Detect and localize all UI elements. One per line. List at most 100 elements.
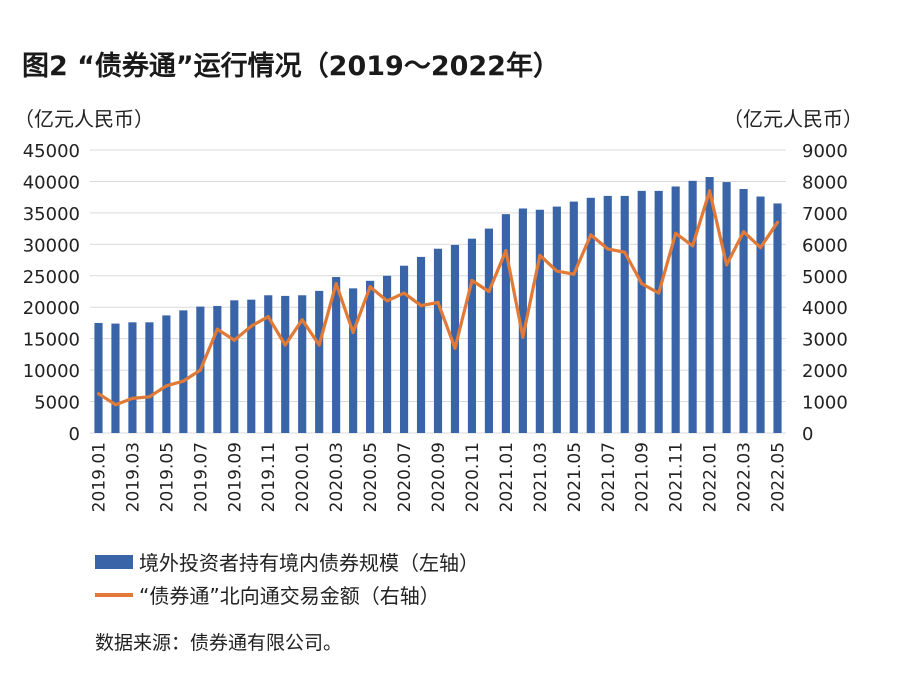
bar-2021.07 [603, 195, 612, 433]
x-tick-label: 2021.09 [633, 442, 653, 512]
x-tick-label: 2022.03 [735, 442, 755, 512]
legend-item-bar: 境外投资者持有境内债券规模（左轴） [95, 547, 479, 576]
line-point-2022.02 [724, 263, 729, 267]
line-point-2019.01 [96, 392, 101, 396]
right-tick-label: 1000 [802, 393, 848, 414]
bar-2019.09 [230, 300, 239, 433]
right-tick-label: 8000 [802, 172, 848, 193]
bar-2021.02 [518, 208, 527, 433]
line-point-2020.08 [419, 304, 423, 308]
line-point-2020.01 [300, 318, 304, 322]
line-point-2019.09 [232, 338, 236, 342]
left-tick-label: 15000 [23, 330, 80, 351]
line-point-2019.07 [198, 368, 202, 372]
bar-2019.10 [247, 299, 256, 433]
line-point-2021.07 [606, 247, 610, 251]
line-point-2021.11 [674, 231, 678, 235]
line-point-2021.06 [589, 233, 593, 237]
line-point-2020.06 [385, 299, 389, 303]
line-point-2021.05 [572, 272, 576, 276]
right-tick-label: 0 [802, 424, 813, 445]
x-tick-label: 2019.11 [259, 442, 279, 512]
line-point-2021.01 [504, 249, 508, 253]
line-point-2021.10 [657, 291, 661, 295]
bar-2022.03 [739, 188, 748, 433]
bar-2020.08 [416, 256, 426, 433]
left-tick-label: 35000 [23, 204, 80, 225]
bar-2021.04 [552, 206, 561, 433]
x-tick-label: 2019.01 [89, 442, 109, 512]
line-point-2020.09 [436, 300, 440, 305]
line-point-2021.02 [521, 335, 525, 339]
bar-2019.05 [162, 315, 171, 433]
bar-2022.05 [773, 203, 782, 433]
line-series [96, 189, 780, 407]
bar-2020.01 [298, 295, 307, 433]
x-tick-label: 2021.11 [667, 442, 687, 512]
x-tick-label: 2020.03 [327, 442, 347, 512]
bar-2020.06 [382, 275, 392, 433]
line-point-2021.03 [538, 253, 542, 257]
legend-item-line: “债券通”北向通交易金额（右轴） [95, 580, 440, 609]
bar-2020.03 [332, 277, 341, 433]
right-tick-label: 9000 [802, 141, 848, 162]
x-tick-label: 2020.07 [395, 442, 415, 512]
x-tick-label: 2022.05 [769, 442, 789, 512]
line-point-2022.04 [758, 245, 763, 250]
x-tick-label: 2020.01 [293, 442, 313, 512]
legend-bar-label: 境外投资者持有境内债券规模（左轴） [139, 551, 479, 575]
x-tick-label: 2022.01 [701, 442, 721, 512]
line-point-2022.05 [775, 220, 780, 224]
line-point-2022.01 [708, 189, 712, 193]
left-tick-label: 40000 [23, 172, 80, 193]
source-note: 数据来源：债券通有限公司。 [95, 632, 343, 654]
left-tick-label: 5000 [34, 393, 80, 414]
bar-2019.03 [128, 322, 137, 433]
left-tick-label: 0 [69, 424, 80, 445]
line-point-2019.11 [266, 315, 270, 319]
right-tick-label: 2000 [802, 361, 848, 382]
line-point-2019.06 [181, 379, 185, 383]
bar-2022.02 [722, 182, 731, 433]
right-tick-label: 7000 [802, 204, 848, 225]
bar-2020.10 [450, 244, 460, 433]
bar-2021.01 [501, 214, 510, 433]
bar-2019.08 [213, 305, 222, 433]
bar-2021.10 [654, 190, 663, 433]
line-point-2020.05 [368, 285, 372, 289]
x-tick-label: 2020.11 [463, 442, 483, 512]
right-axis-ticks: 9000 8000 7000 6000 5000 4000 3000 2000 1000 0 [802, 141, 848, 445]
x-tick-label: 2019.07 [191, 442, 211, 512]
line-point-2020.04 [351, 330, 355, 334]
line-point-2021.04 [555, 269, 559, 273]
bar-2019.02 [111, 323, 120, 433]
left-tick-label: 45000 [23, 141, 80, 162]
bar-2020.09 [433, 248, 443, 433]
x-tick-label: 2019.05 [157, 442, 177, 512]
x-tick-label: 2020.09 [429, 442, 449, 512]
x-tick-label: 2021.03 [531, 442, 551, 512]
right-tick-label: 4000 [802, 298, 848, 319]
bar-2019.01 [94, 322, 103, 433]
line-point-2020.07 [402, 291, 406, 295]
left-axis-unit-label: （亿元人民币） [14, 107, 154, 131]
bar-2021.03 [535, 209, 544, 433]
bar-2019.12 [281, 295, 290, 433]
right-tick-label: 6000 [802, 235, 848, 256]
line-point-2020.10 [453, 346, 457, 350]
bar-2021.06 [586, 197, 595, 433]
bar-2022.04 [756, 196, 765, 433]
bar-2020.05 [366, 280, 375, 433]
line-point-2019.05 [164, 384, 168, 388]
line-point-2020.02 [317, 343, 321, 347]
bar-2021.09 [637, 190, 646, 433]
chart-title: 图2 “债券通”运行情况（2019～2022年） [22, 51, 560, 82]
bar-2021.08 [620, 195, 629, 433]
line-point-2021.08 [623, 250, 627, 254]
left-tick-label: 10000 [23, 361, 80, 382]
bar-2021.11 [671, 186, 680, 433]
x-axis-ticks: 2019.01 2019.03 2019.05 2019.07 2019.09 2019.… [89, 442, 788, 512]
line-point-2021.09 [640, 282, 644, 286]
bar-2020.12 [484, 228, 494, 433]
